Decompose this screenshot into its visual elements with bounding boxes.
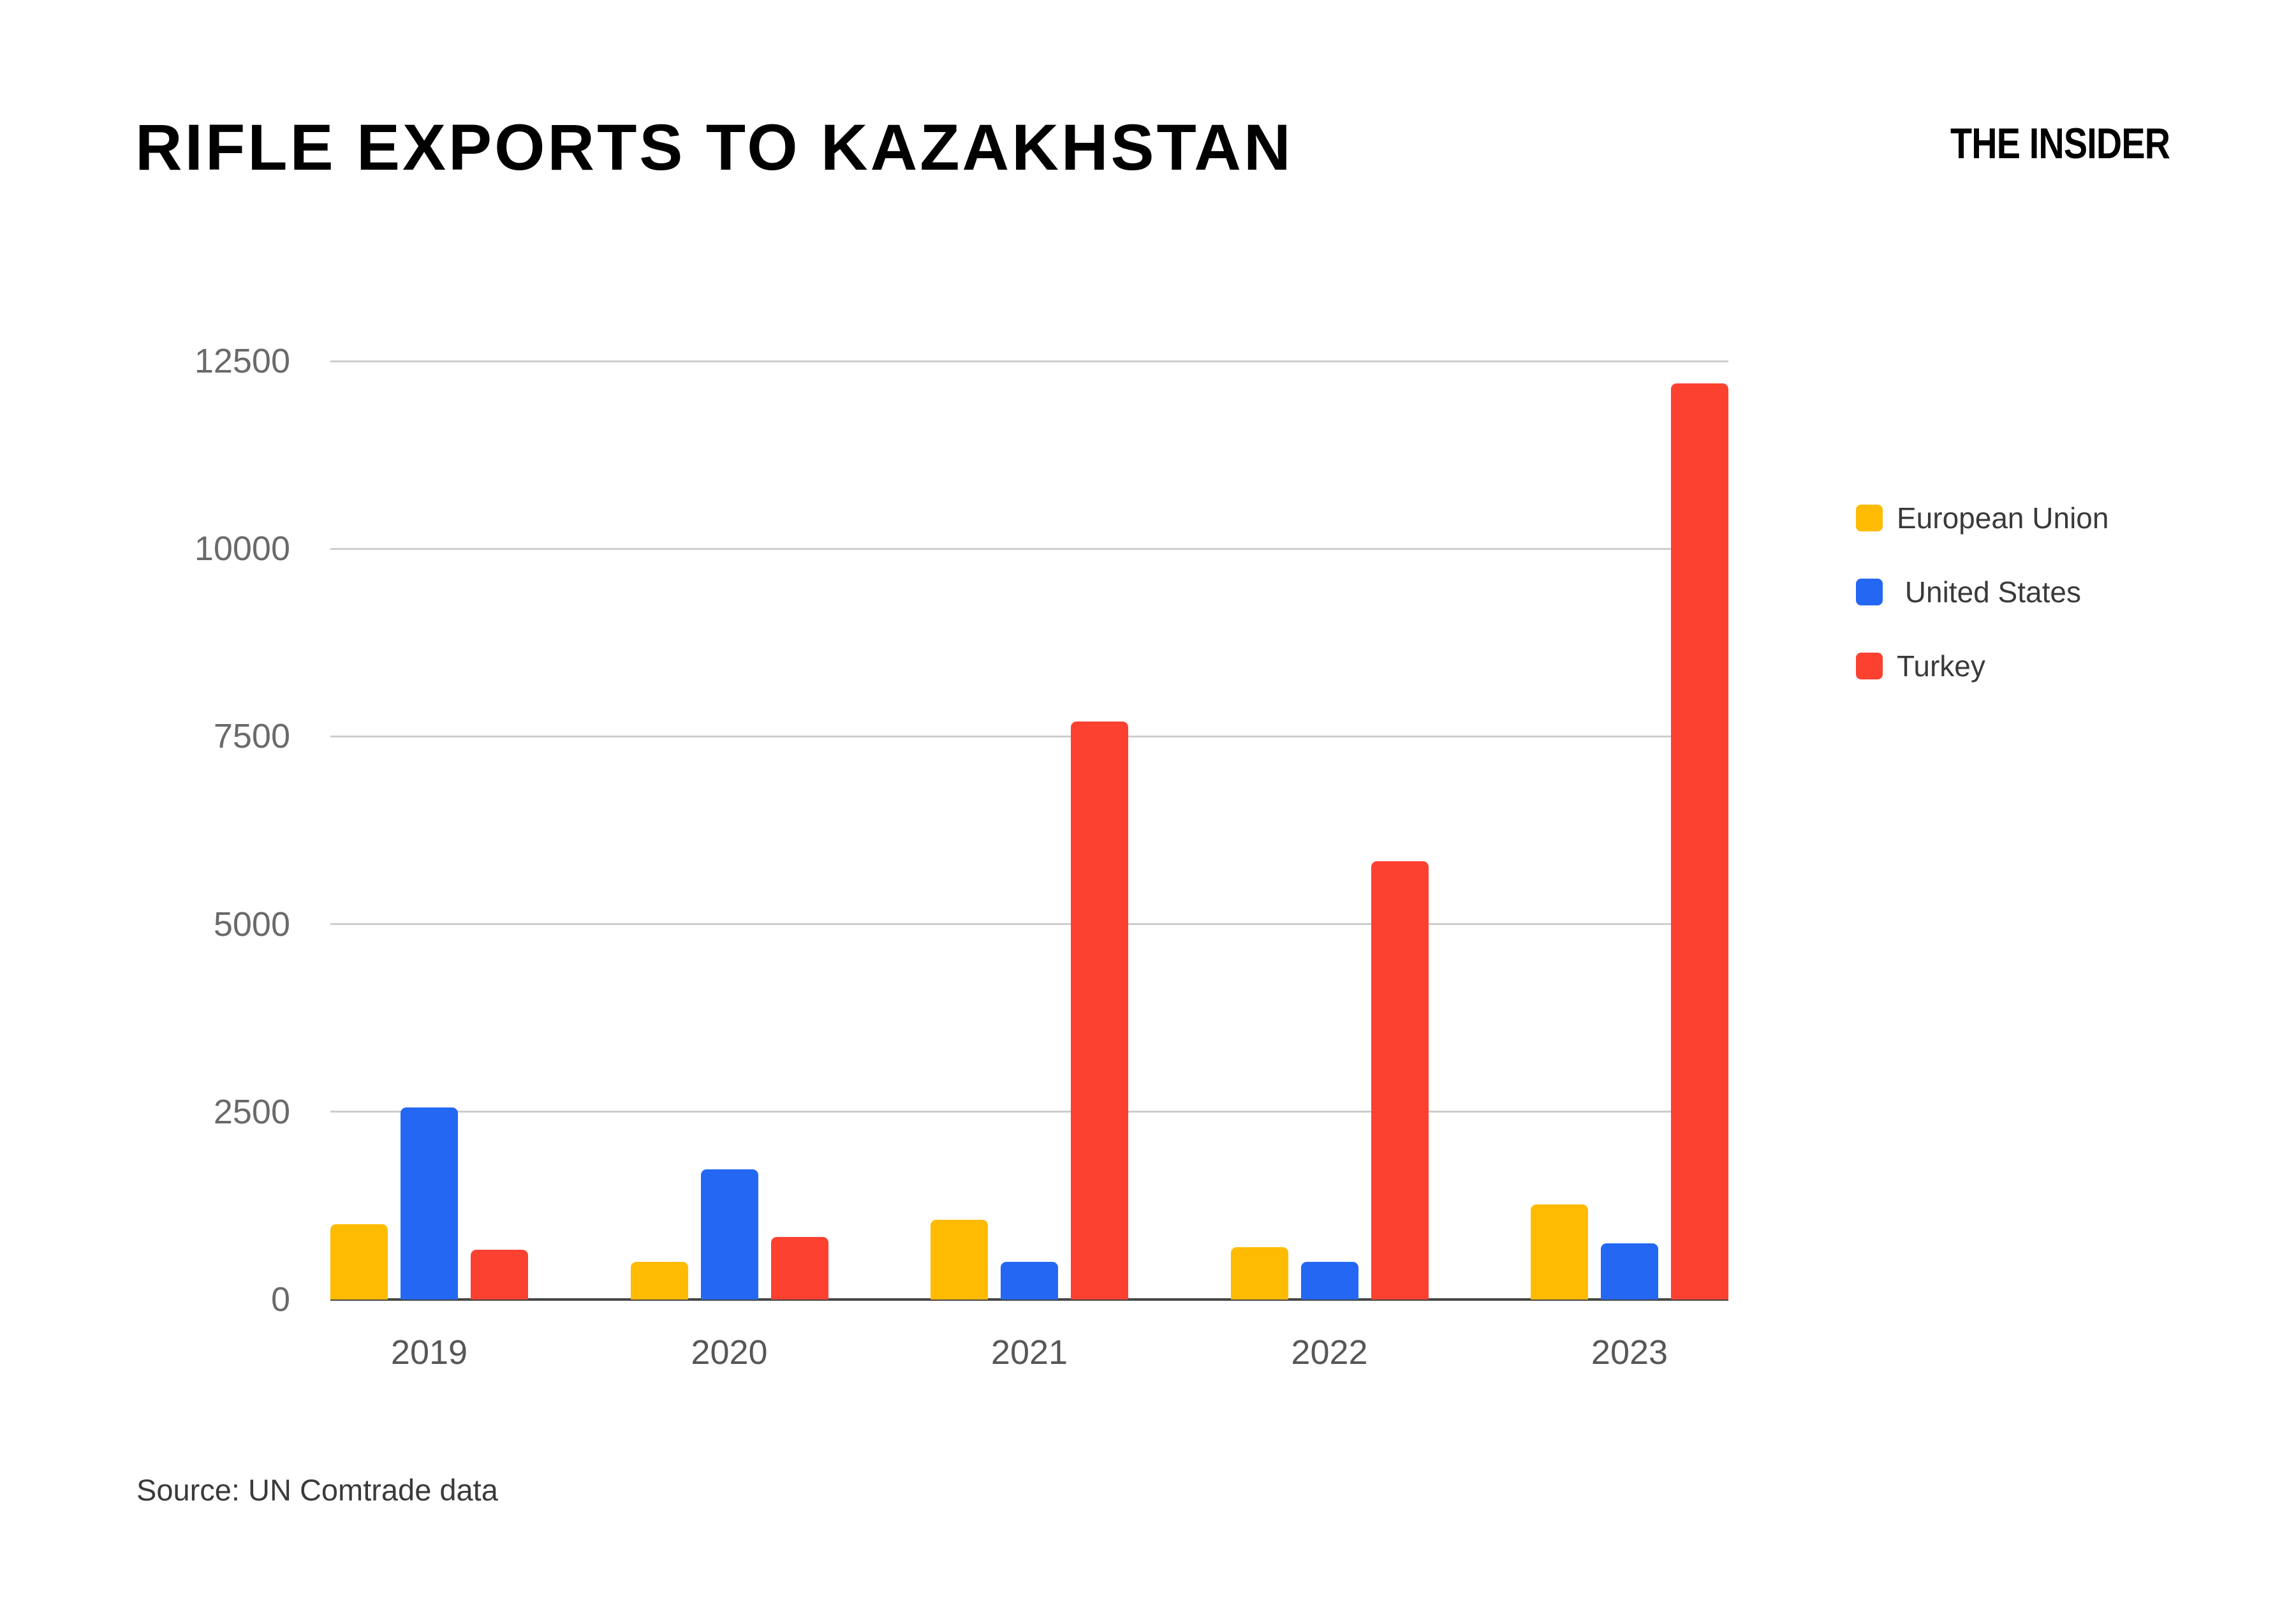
- legend: European Union United States Turkey: [1856, 503, 2108, 725]
- x-axis-label-2019: 2019: [390, 1333, 468, 1372]
- page-title: RIFLE EXPORTS TO KAZAKHSTAN: [135, 111, 1293, 184]
- bar-european-union-2021: [931, 1220, 988, 1299]
- bar-united-states-2022: [1300, 1262, 1358, 1299]
- legend-item-european-union: European Union: [1856, 503, 2108, 533]
- bar-turkey-2020: [770, 1237, 828, 1299]
- bar-turkey-2021: [1071, 721, 1128, 1299]
- legend-label-turkey: Turkey: [1897, 649, 1985, 683]
- source-text: Source: UN Comtrade data: [136, 1473, 498, 1507]
- bar-european-union-2019: [330, 1224, 388, 1299]
- bar-united-states-2021: [1001, 1262, 1058, 1299]
- y-axis-label-7500: 7500: [213, 717, 290, 756]
- bar-european-union-2023: [1531, 1204, 1588, 1299]
- legend-item-turkey: Turkey: [1856, 651, 2108, 681]
- y-axis-label-10000: 10000: [194, 529, 290, 568]
- x-axis-label-2021: 2021: [990, 1333, 1068, 1372]
- legend-label-european-union: European Union: [1897, 501, 2109, 535]
- bar-european-union-2020: [630, 1262, 688, 1299]
- gridline-2500: [330, 1111, 1728, 1113]
- y-axis-label-2500: 2500: [213, 1092, 290, 1131]
- bar-turkey-2023: [1671, 383, 1728, 1299]
- bar-turkey-2022: [1371, 861, 1429, 1299]
- bar-united-states-2019: [401, 1107, 458, 1299]
- legend-swatch-european-union: [1856, 505, 1883, 531]
- gridline-5000: [330, 923, 1728, 926]
- gridline-7500: [330, 735, 1728, 737]
- x-axis-label-2020: 2020: [691, 1333, 768, 1372]
- x-axis-baseline: [330, 1298, 1728, 1301]
- bar-united-states-2020: [700, 1169, 758, 1299]
- brand-logo: THE INSIDER: [1950, 119, 2170, 168]
- legend-item-united-states: United States: [1856, 577, 2108, 607]
- x-axis-label-2022: 2022: [1291, 1333, 1368, 1372]
- legend-swatch-united-states: [1856, 579, 1883, 605]
- legend-label-united-states: United States: [1897, 575, 2081, 609]
- legend-swatch-turkey: [1856, 653, 1883, 679]
- y-axis-label-0: 0: [270, 1280, 290, 1319]
- x-axis-label-2023: 2023: [1591, 1333, 1668, 1372]
- y-axis-label-5000: 5000: [213, 905, 290, 944]
- gridline-10000: [330, 547, 1728, 550]
- y-axis-label-12500: 12500: [194, 342, 290, 380]
- bar-turkey-2019: [471, 1250, 528, 1299]
- gridline-12500: [330, 360, 1728, 362]
- bar-european-union-2022: [1230, 1247, 1288, 1299]
- bar-united-states-2023: [1601, 1243, 1658, 1299]
